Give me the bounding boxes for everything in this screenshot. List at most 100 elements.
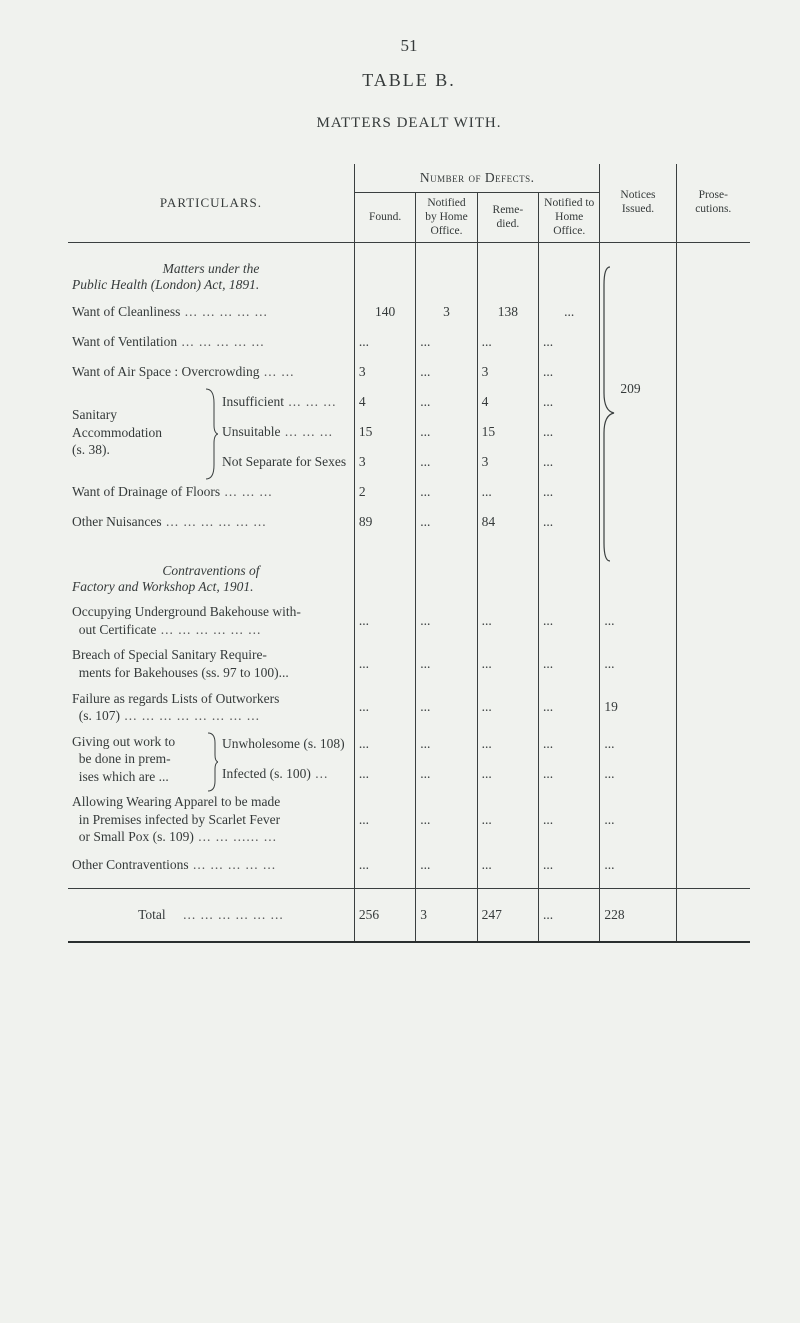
val-nuisances-nto: ... (539, 507, 600, 537)
row-want-airspace: Want of Air Space : Overcrowding (72, 364, 259, 379)
table-title: TABLE B. (68, 70, 750, 91)
section1-heading-a: Matters under the (72, 261, 350, 277)
val-ventilation-nby: ... (416, 327, 477, 357)
header-remedied: Reme- died. (477, 193, 538, 243)
header-found: Found. (354, 193, 415, 243)
row-want-drainage: Want of Drainage of Floors (72, 484, 220, 499)
val-cleanliness-rem: 138 (477, 297, 538, 327)
header-notified-by: Notified by Home Office. (416, 193, 477, 243)
val-breach-notices: ... (600, 642, 676, 685)
section2-heading-b: Factory and Workshop Act, 1901. (72, 579, 350, 595)
total-found: 256 (354, 888, 415, 942)
document-page: 51 TABLE B. MATTERS DEALT WITH. PARTICUL… (0, 0, 800, 1323)
val-infected-nby: ... (416, 759, 477, 789)
row-unwholesome: Unwholesome (s. 108) (222, 736, 345, 751)
val-occupying-nto: ... (539, 599, 600, 642)
row-want-cleanliness: Want of Cleanliness (72, 304, 180, 319)
val-unwholesome-rem: ... (477, 729, 538, 759)
val-airspace-found: 3 (354, 357, 415, 387)
header-notices-issued: Notices Issued. (620, 189, 655, 215)
header-notified-to: Notified to Home Office. (539, 193, 600, 243)
val-unsuitable-nby: ... (416, 417, 477, 447)
row-sanitary-label: SanitaryAccommodation(s. 38). (72, 406, 214, 459)
val-othercontra-rem: ... (477, 850, 538, 880)
val-drainage-nby: ... (416, 477, 477, 507)
val-allowing-nby: ... (416, 789, 477, 850)
val-failure-found: ... (354, 686, 415, 729)
brace-icon (204, 387, 218, 481)
val-cleanliness-nto: ... (539, 297, 600, 327)
val-occupying-rem: ... (477, 599, 538, 642)
val-othercontra-found: ... (354, 850, 415, 880)
val-drainage-found: 2 (354, 477, 415, 507)
val-breach-nto: ... (539, 642, 600, 685)
val-othercontra-notices: ... (600, 850, 676, 880)
val-airspace-rem: 3 (477, 357, 538, 387)
header-number-of-defects: Number of Defects. (420, 170, 535, 185)
val-insufficient-nto: ... (539, 387, 600, 417)
val-unsuitable-nto: ... (539, 417, 600, 447)
row-other-nuisances: Other Nuisances (72, 514, 162, 529)
row-infected: Infected (s. 100) (222, 766, 311, 781)
val-allowing-found: ... (354, 789, 415, 850)
val-nuisances-nby: ... (416, 507, 477, 537)
row-unsuitable: Unsuitable (222, 424, 281, 439)
val-insufficient-nby: ... (416, 387, 477, 417)
val-drainage-rem: ... (477, 477, 538, 507)
val-breach-nby: ... (416, 642, 477, 685)
table-subtitle: MATTERS DEALT WITH. (68, 115, 750, 132)
section2-heading-a: Contraventions of (72, 563, 350, 579)
total-notices: 228 (600, 888, 676, 942)
val-cleanliness-found: 140 (354, 297, 415, 327)
val-notseparate-found: 3 (354, 447, 415, 477)
val-infected-nto: ... (539, 759, 600, 789)
val-airspace-nto: ... (539, 357, 600, 387)
row-breach: Breach of Special Sanitary Require- ment… (72, 647, 289, 680)
val-nuisances-found: 89 (354, 507, 415, 537)
val-insufficient-rem: 4 (477, 387, 538, 417)
val-unwholesome-nto: ... (539, 729, 600, 759)
val-breach-found: ... (354, 642, 415, 685)
val-unwholesome-found: ... (354, 729, 415, 759)
total-nby: 3 (416, 888, 477, 942)
val-notseparate-nby: ... (416, 447, 477, 477)
val-ventilation-rem: ... (477, 327, 538, 357)
val-infected-notices: ... (600, 759, 676, 789)
val-othercontra-nby: ... (416, 850, 477, 880)
section1-heading-b: Public Health (London) Act, 1891. (72, 277, 350, 293)
row-not-separate: Not Separate for Sexes (222, 454, 346, 469)
val-unwholesome-nby: ... (416, 729, 477, 759)
val-failure-notices: 19 (600, 686, 676, 729)
val-allowing-rem: ... (477, 789, 538, 850)
section1-notices-value: 209 (620, 381, 640, 397)
matters-table: PARTICULARS. Number of Defects. Notices … (68, 156, 750, 951)
val-failure-rem: ... (477, 686, 538, 729)
total-nto: ... (539, 888, 600, 942)
brace-icon (602, 265, 658, 565)
val-notseparate-rem: 3 (477, 447, 538, 477)
total-rem: 247 (477, 888, 538, 942)
val-infected-rem: ... (477, 759, 538, 789)
val-unsuitable-found: 15 (354, 417, 415, 447)
row-insufficient: Insufficient (222, 394, 284, 409)
val-insufficient-found: 4 (354, 387, 415, 417)
val-occupying-nby: ... (416, 599, 477, 642)
val-occupying-notices: ... (600, 599, 676, 642)
row-want-ventilation: Want of Ventilation (72, 334, 177, 349)
row-other-contraventions: Other Contraventions (72, 857, 189, 872)
brace-icon (206, 731, 218, 793)
val-failure-nto: ... (539, 686, 600, 729)
val-unwholesome-notices: ... (600, 729, 676, 759)
val-failure-nby: ... (416, 686, 477, 729)
val-drainage-nto: ... (539, 477, 600, 507)
val-allowing-notices: ... (600, 789, 676, 850)
val-cleanliness-nby: 3 (416, 297, 477, 327)
val-othercontra-nto: ... (539, 850, 600, 880)
header-particulars: PARTICULARS. (160, 195, 262, 210)
val-ventilation-nto: ... (539, 327, 600, 357)
total-label: Total (138, 907, 166, 922)
val-notseparate-nto: ... (539, 447, 600, 477)
header-prosecutions: Prose- cutions. (695, 189, 731, 215)
row-giving-label: Giving out work to be done in prem- ises… (72, 733, 214, 786)
val-unsuitable-rem: 15 (477, 417, 538, 447)
